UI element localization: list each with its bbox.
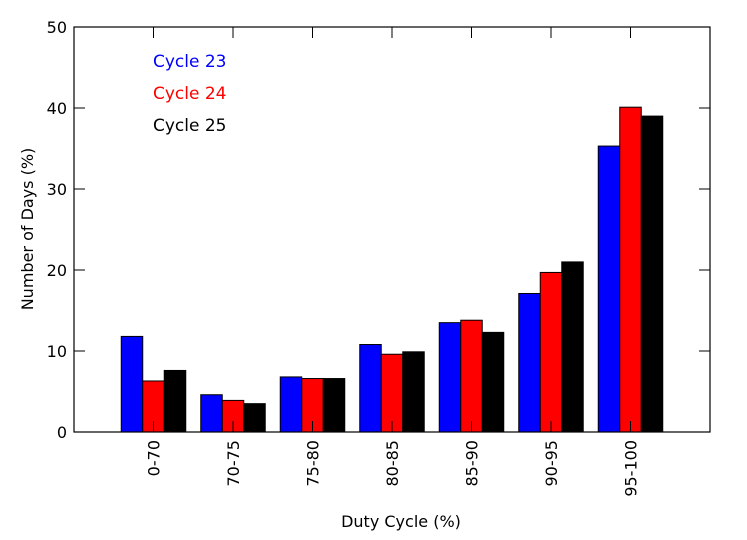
- bar-cycle-25-95-100: [640, 115, 664, 433]
- y-axis-label: Number of Days (%): [18, 148, 37, 311]
- x-tick-label: 95-100: [622, 440, 641, 497]
- x-tick-labels: 0-70 70-75 75-80 80-85 85-90 90-95 95-100: [145, 440, 641, 497]
- bar-cycle-24-95-100: [619, 106, 642, 433]
- y-tick-label: 30: [47, 180, 67, 199]
- bar-cycle-23-70-75: [200, 394, 223, 433]
- bar-cycle-23-95-100: [597, 145, 621, 433]
- bar-cycle-24-90-95: [539, 271, 563, 433]
- y-tick-label: 10: [47, 342, 67, 361]
- y-tick-label: 50: [47, 18, 67, 37]
- bar-cycle-25-75-80: [322, 378, 346, 433]
- bar-cycle-25-0-70: [163, 369, 187, 433]
- x-tick-label: 0-70: [145, 440, 164, 476]
- x-tick-label: 70-75: [224, 440, 243, 487]
- legend-entry: Cycle 23: [153, 52, 227, 72]
- ticks-group: [74, 27, 710, 432]
- x-axis-label: Duty Cycle (%): [341, 512, 461, 531]
- bar-cycle-25-70-75: [243, 403, 266, 433]
- bar-cycle-25-90-95: [561, 261, 584, 433]
- y-tick-label: 20: [47, 261, 67, 280]
- x-tick-label: 75-80: [304, 440, 323, 487]
- bar-cycle-25-85-90: [481, 331, 505, 433]
- bar-cycle-23-90-95: [518, 292, 541, 433]
- y-tick-labels: 0 10 20 30 40 50: [47, 18, 67, 442]
- bars-group: [120, 106, 664, 433]
- bar-cycle-24-80-85: [380, 353, 404, 433]
- bar-cycle-24-85-90: [460, 319, 483, 433]
- legend: Cycle 23 Cycle 24 Cycle 25: [153, 52, 227, 136]
- y-tick-label: 0: [57, 423, 67, 442]
- bar-cycle-25-80-85: [402, 351, 425, 433]
- bar-cycle-23-80-85: [359, 344, 382, 433]
- bar-cycle-23-0-70: [120, 335, 144, 433]
- y-tick-label: 40: [47, 99, 67, 118]
- x-tick-label: 85-90: [463, 440, 482, 487]
- x-tick-label: 90-95: [542, 440, 561, 487]
- bar-cycle-23-85-90: [438, 322, 462, 433]
- bar-cycle-23-75-80: [279, 376, 303, 433]
- legend-entry: Cycle 25: [153, 116, 227, 136]
- x-tick-label: 80-85: [383, 440, 402, 487]
- legend-entry: Cycle 24: [153, 84, 227, 104]
